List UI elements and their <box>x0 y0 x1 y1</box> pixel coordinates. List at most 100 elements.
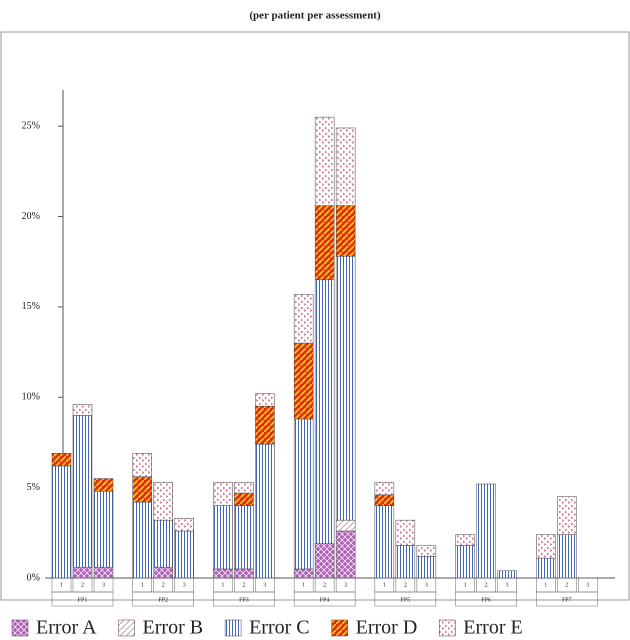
x-tick-label: 1 <box>141 582 144 588</box>
y-tick-label: 15% <box>22 301 40 312</box>
group-label: FP4 <box>320 597 330 603</box>
bar-segment <box>314 279 335 544</box>
bar-segment <box>132 476 152 503</box>
x-tick-label: 2 <box>242 582 245 588</box>
group-box <box>455 591 517 607</box>
group-box <box>132 591 194 607</box>
y-tick-label: 0% <box>27 572 40 583</box>
bar-segment <box>293 568 314 579</box>
group-box <box>213 591 275 607</box>
legend-swatch <box>11 619 29 637</box>
x-tick-label: 1 <box>544 582 547 588</box>
bar-segment <box>314 543 335 579</box>
bar-segment <box>293 342 314 420</box>
legend-label: Error A <box>36 617 97 639</box>
group-box <box>536 591 598 607</box>
legend-swatch <box>224 619 242 637</box>
x-tick-label: 2 <box>404 582 407 588</box>
bar-segment <box>314 205 335 281</box>
bar-segment <box>174 530 194 579</box>
bar-segment <box>335 519 356 532</box>
bar-segment <box>536 557 556 579</box>
bar-segment <box>153 481 173 521</box>
chart-frame <box>0 31 630 601</box>
group-label: FP5 <box>401 597 411 603</box>
x-tick-label: 2 <box>162 582 165 588</box>
x-tick-label: 3 <box>344 582 347 588</box>
bar-segment <box>93 490 114 568</box>
bar-segment <box>234 492 254 506</box>
group-label: FP1 <box>78 597 88 603</box>
bar-segment <box>374 494 395 506</box>
legend-swatch <box>331 619 348 637</box>
x-tick-label: 3 <box>183 582 186 588</box>
bar-segment <box>455 545 475 579</box>
bar-segment <box>153 519 173 568</box>
bar-segment <box>174 518 194 532</box>
bar-segment <box>395 519 416 546</box>
bar-segment <box>51 453 72 467</box>
bar-segment <box>213 481 233 506</box>
bar-segment <box>536 534 556 559</box>
group-box <box>293 591 356 607</box>
bar-segment <box>72 404 93 416</box>
group-box <box>51 591 114 607</box>
bar-segment <box>416 545 437 557</box>
legend-label: Error D <box>356 617 418 639</box>
bar-segment <box>374 505 395 579</box>
bar-segment <box>476 483 496 579</box>
y-tick-label: 10% <box>22 392 40 403</box>
legend-swatch <box>118 619 135 637</box>
x-tick-label: 2 <box>485 582 488 588</box>
bar-segment <box>374 481 395 496</box>
chart-subtitle: (per patient per assessment) <box>249 10 381 22</box>
bar-segment <box>293 418 314 570</box>
bar-segment <box>153 566 173 579</box>
bar-segment <box>293 293 314 344</box>
y-tick-label: 5% <box>27 482 40 493</box>
bar-segment <box>213 568 233 579</box>
x-tick-label: 2 <box>565 582 568 588</box>
legend-label: Error E <box>463 617 522 639</box>
bar-segment <box>497 570 517 579</box>
y-tick-label: 20% <box>22 211 40 222</box>
bar-segment <box>395 545 416 579</box>
group-label: FP6 <box>481 597 491 603</box>
x-tick-label: 1 <box>383 582 386 588</box>
bar-segment <box>132 453 152 478</box>
x-tick-label: 1 <box>464 582 467 588</box>
x-tick-label: 3 <box>586 582 589 588</box>
bar-segment <box>93 566 114 579</box>
x-tick-label: 1 <box>302 582 305 588</box>
x-tick-label: 1 <box>221 582 224 588</box>
x-tick-label: 3 <box>263 582 266 588</box>
bar-segment <box>234 568 254 579</box>
legend-swatch <box>439 619 456 637</box>
bar-segment <box>234 505 254 570</box>
group-label: FP3 <box>239 597 249 603</box>
x-tick-label: 1 <box>60 582 63 588</box>
bar-segment <box>335 256 356 521</box>
group-label: FP7 <box>562 597 572 603</box>
bar-segment <box>213 505 233 570</box>
group-box <box>374 591 437 607</box>
bar-segment <box>314 116 335 206</box>
bar-segment <box>335 205 356 257</box>
bar-segment <box>335 530 356 579</box>
group-label: FP2 <box>158 597 168 603</box>
x-tick-label: 3 <box>425 582 428 588</box>
y-tick-label: 25% <box>22 120 40 131</box>
bar-segment <box>51 465 72 579</box>
bar-segment <box>72 415 93 568</box>
x-tick-label: 2 <box>81 582 84 588</box>
x-tick-label: 2 <box>323 582 326 588</box>
bar-segment <box>255 393 275 407</box>
legend-label: Error B <box>143 617 204 639</box>
bar-segment <box>455 534 475 546</box>
x-tick-label: 3 <box>506 582 509 588</box>
bar-segment <box>255 406 275 445</box>
bar-segment <box>416 556 437 579</box>
bar-segment <box>93 478 114 492</box>
bar-segment <box>557 534 577 579</box>
